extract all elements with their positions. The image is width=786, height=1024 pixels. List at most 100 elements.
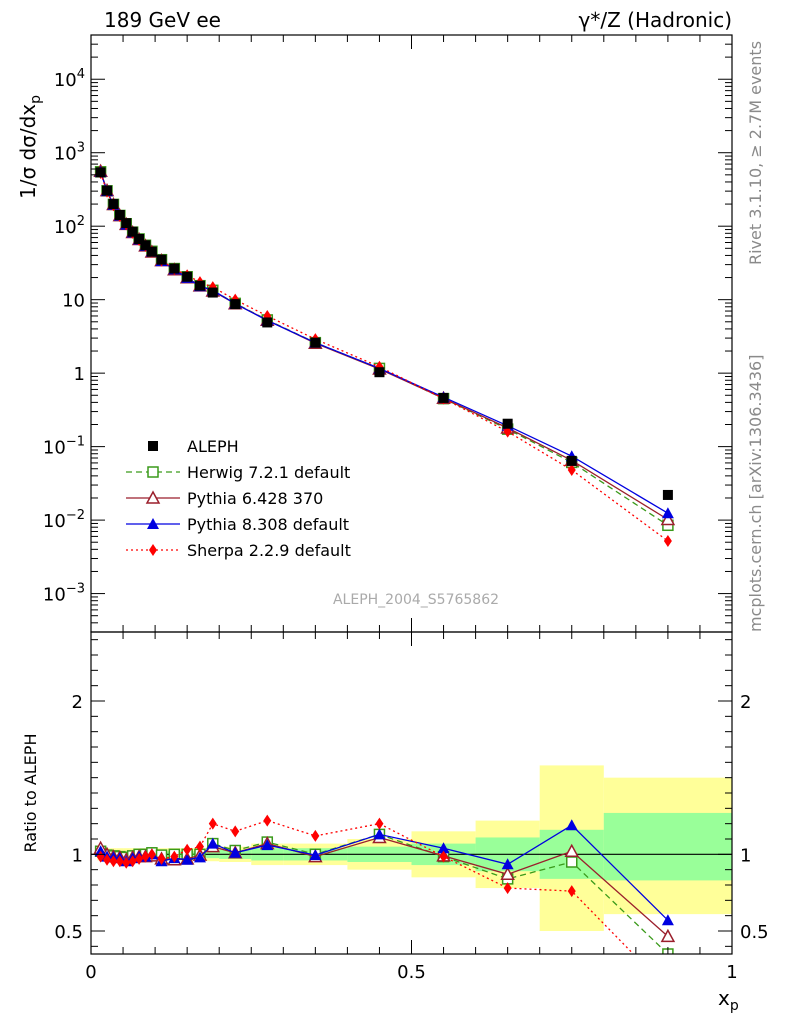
ratio-point-pythia6 <box>660 928 676 943</box>
main-y-tick-label: 102 <box>54 214 85 238</box>
ratio-point-pythia8 <box>261 839 274 851</box>
main-point-aleph <box>566 455 577 466</box>
header-right-title: γ*/Z (Hadronic) <box>579 8 732 32</box>
legend: ALEPH Herwig 7.2.1 default Pythia 6.428 37… <box>126 437 351 560</box>
ratio-point-pythia8 <box>501 858 514 870</box>
ratio-line-sherpa <box>100 819 635 954</box>
main-point-aleph <box>134 233 145 244</box>
ratio-point-sherpa <box>103 853 112 866</box>
main-point-sherpa <box>567 464 576 477</box>
ratio-point-sherpa <box>170 850 179 863</box>
main-y-axis-title-sub: p <box>28 95 44 104</box>
ratio-point-pythia8 <box>437 842 450 854</box>
main-point-aleph <box>194 280 205 291</box>
main-point-aleph <box>169 263 180 274</box>
ratio-point-pythia8 <box>181 853 194 865</box>
legend-label-pythia6: Pythia 6.428 370 <box>187 489 323 508</box>
ratio-point-sherpa <box>567 885 576 898</box>
ratio-point-pythia8 <box>565 819 578 831</box>
x-axis-title-text: x <box>718 986 730 1010</box>
x-tick-label: 0.5 <box>397 962 426 983</box>
ratio-point-sherpa <box>664 983 672 995</box>
ratio-point-sherpa <box>208 817 217 830</box>
main-y-tick-label: 1 <box>74 364 85 385</box>
legend-marker-sherpa <box>149 544 157 556</box>
main-point-aleph <box>262 317 273 328</box>
x-axis-title: xp <box>718 986 739 1014</box>
ratio-y-axis-title: Ratio to ALEPH <box>21 734 40 853</box>
main-point-aleph <box>156 254 167 265</box>
ratio-band-inner <box>603 812 732 881</box>
main-line-sherpa <box>99 172 669 542</box>
header-left-title: 189 GeV ee <box>104 8 221 32</box>
ratio-point-pythia8 <box>661 914 674 926</box>
rivet-version-label: Rivet 3.1.10, ≥ 2.7M events <box>746 41 765 265</box>
main-point-aleph <box>102 185 113 196</box>
ratio-y-tick-label-right: 1 <box>740 845 751 866</box>
legend-label-sherpa: Sherpa 2.2.9 default <box>187 541 351 560</box>
main-point-pythia8 <box>661 507 674 519</box>
ratio-point-sherpa <box>141 850 150 863</box>
ratio-point-sherpa <box>128 855 137 868</box>
main-point-aleph <box>108 199 119 210</box>
ratio-y-tick-label-right: 0.5 <box>740 922 769 943</box>
main-y-axis-title: 1/σ dσ/dxp <box>16 95 44 199</box>
ratio-point-sherpa <box>375 817 384 830</box>
ratio-y-tick-label-left: 1 <box>72 845 83 866</box>
x-tick-label: 1 <box>726 962 737 983</box>
ratio-point-sherpa <box>503 882 512 895</box>
main-point-aleph <box>182 271 193 282</box>
ratio-y-tick-label-right: 2 <box>740 692 751 713</box>
ratio-point-sherpa <box>183 843 192 856</box>
ratio-point-sherpa <box>147 848 156 861</box>
main-point-aleph <box>127 226 138 237</box>
ratio-y-tick-label-left: 0.5 <box>54 922 83 943</box>
ratio-point-sherpa <box>439 850 448 863</box>
x-axis-title-sub: p <box>730 998 739 1014</box>
ratio-point-sherpa <box>109 855 118 868</box>
ratio-point-pythia8 <box>373 828 386 840</box>
ratio-point-sherpa <box>115 855 124 868</box>
main-line-herwig <box>99 171 669 526</box>
main-y-tick-label: 10−3 <box>43 582 85 606</box>
main-y-tick-label: 104 <box>54 67 85 91</box>
legend-marker-aleph <box>148 441 158 451</box>
main-point-aleph <box>662 489 673 500</box>
ratio-point-herwig <box>566 856 578 868</box>
legend-marker-pythia6 <box>145 490 161 504</box>
main-point-aleph <box>146 246 157 257</box>
mcplots-label: mcplots.cern.ch [arXiv:1306.3436] <box>746 355 765 632</box>
main-point-aleph <box>140 240 151 251</box>
ratio-point-sherpa <box>231 825 240 838</box>
analysis-label: ALEPH_2004_S5765862 <box>333 592 499 608</box>
ratio-point-sherpa <box>311 829 320 842</box>
main-point-aleph <box>438 392 449 403</box>
ratio-point-sherpa <box>157 852 166 865</box>
main-point-aleph <box>95 167 106 178</box>
ratio-point-pythia8 <box>309 849 322 861</box>
ratio-point-pythia8 <box>193 851 206 863</box>
ratio-point-pythia8 <box>229 846 242 858</box>
legend-label-aleph: ALEPH <box>187 437 239 456</box>
ratio-y-tick-label-left: 2 <box>72 692 83 713</box>
legend-marker-pythia8 <box>147 518 159 529</box>
main-point-aleph <box>121 218 132 229</box>
ratio-point-pythia8 <box>206 837 219 849</box>
main-line-pythia8 <box>99 171 669 514</box>
main-point-aleph <box>207 287 218 298</box>
ratio-point-sherpa <box>122 856 131 869</box>
legend-marker-herwig <box>147 466 159 478</box>
main-y-tick-label: 10−2 <box>43 508 85 532</box>
ratio-point-pythia6 <box>500 866 515 881</box>
main-y-tick-label: 10−1 <box>43 435 85 459</box>
main-point-sherpa <box>663 534 672 547</box>
legend-label-herwig: Herwig 7.2.1 default <box>187 463 350 482</box>
ratio-point-sherpa <box>195 840 204 853</box>
main-point-aleph <box>502 418 513 429</box>
main-point-pythia6 <box>660 511 676 526</box>
legend-label-pythia8: Pythia 8.308 default <box>187 515 349 534</box>
ratio-point-sherpa <box>263 814 272 827</box>
x-tick-label: 0 <box>85 962 96 983</box>
